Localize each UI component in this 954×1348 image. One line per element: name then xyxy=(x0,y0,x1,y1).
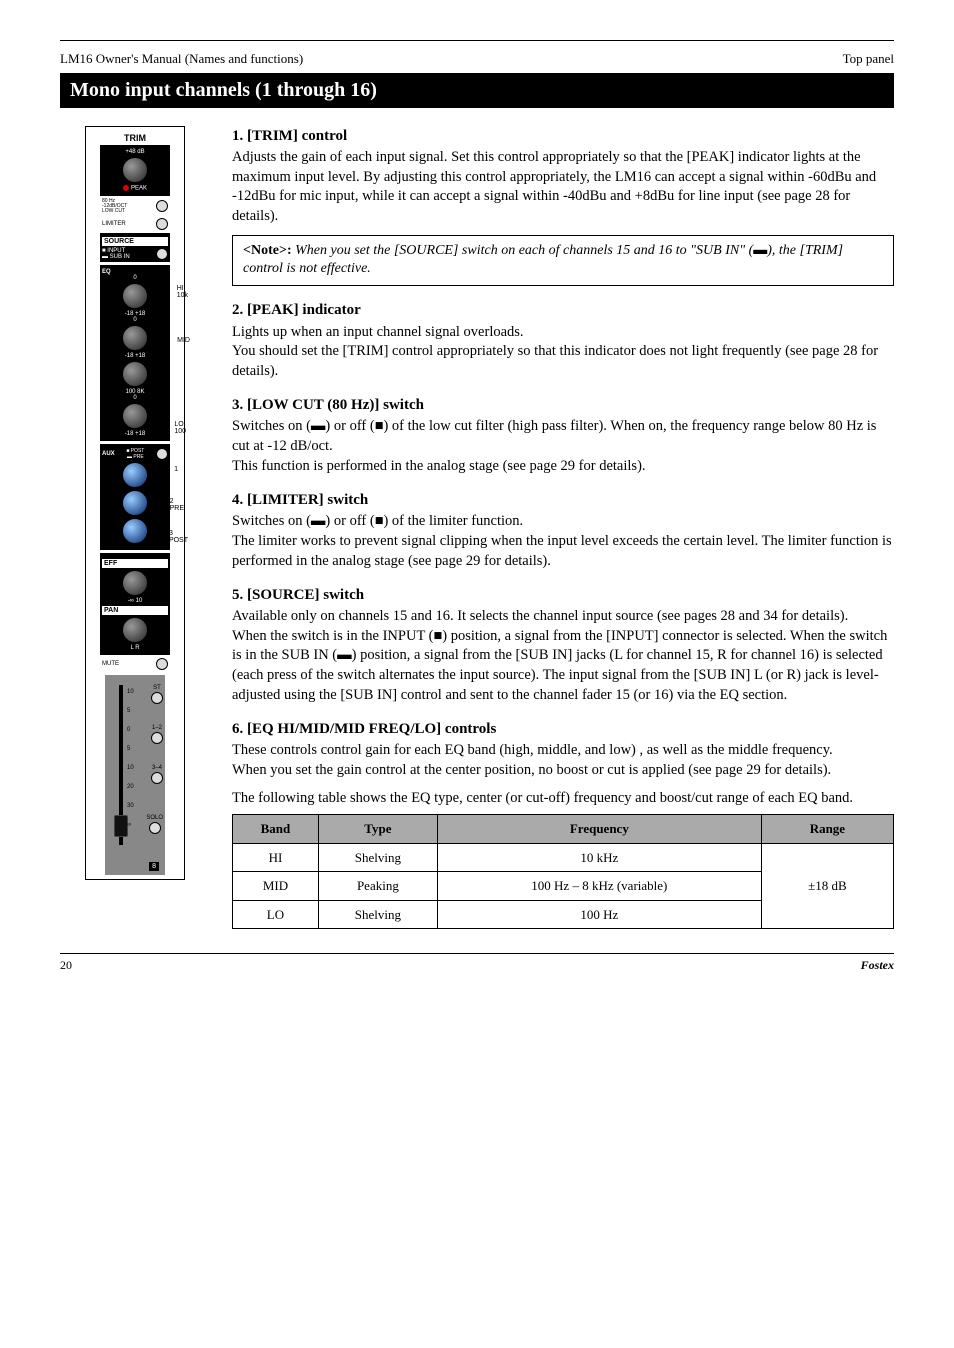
aux-prepost-switch xyxy=(156,448,168,460)
item-6-title: 6. [EQ HI/MID/MID FREQ/LO] controls xyxy=(232,719,894,739)
page-footer: 20 Fostex xyxy=(60,953,894,973)
mute-switch xyxy=(156,658,168,670)
limiter-switch xyxy=(156,218,168,230)
item-1-title: 1. [TRIM] control xyxy=(232,126,894,146)
solo-switch xyxy=(149,822,161,834)
item-6-body2: The following table shows the EQ type, c… xyxy=(232,789,894,809)
fader-cap xyxy=(114,815,128,837)
item-4-body: Switches on (▬) or off (■) of the limite… xyxy=(232,512,894,571)
eff-knob xyxy=(122,570,148,596)
eq-table: Band Type Frequency Range HIShelving 10 … xyxy=(232,814,894,929)
pan-knob xyxy=(122,617,148,643)
header-left: LM16 Owner's Manual (Names and functions… xyxy=(60,51,303,67)
page-number: 20 xyxy=(60,958,72,973)
aux2-knob xyxy=(122,490,148,516)
top-rule xyxy=(60,40,894,41)
group12-assign-switch xyxy=(151,732,163,744)
channel-strip-diagram: TRIM +48 dB PEAK 80 Hz -12dB/OCT LOW CUT… xyxy=(60,126,210,880)
trim-label: TRIM xyxy=(100,133,170,143)
fader-scale: 105 05 1020 30∞ xyxy=(127,683,134,835)
st-assign-switch xyxy=(151,692,163,704)
footer-brand: Fostex xyxy=(861,958,894,973)
channel-number: 8 xyxy=(149,862,159,871)
eq-hi-knob xyxy=(122,283,148,309)
trim-knob xyxy=(122,157,148,183)
item-6-body: These controls control gain for each EQ … xyxy=(232,741,894,780)
section-title: Mono input channels (1 through 16) xyxy=(60,73,894,108)
group34-assign-switch xyxy=(151,772,163,784)
eq-mid-knob xyxy=(122,325,148,351)
item-3-title: 3. [LOW CUT (80 Hz)] switch xyxy=(232,395,894,415)
item-1-note: <Note>: When you set the [SOURCE] switch… xyxy=(232,235,894,287)
eq-lo-knob xyxy=(122,403,148,429)
item-5-title: 5. [SOURCE] switch xyxy=(232,585,894,605)
limiter-switch-row: LIMITER xyxy=(100,217,170,231)
aux3-knob xyxy=(122,518,148,544)
lowcut-switch-row: 80 Hz -12dB/OCT LOW CUT xyxy=(100,198,170,215)
item-2-body: Lights up when an input channel signal o… xyxy=(232,323,894,382)
item-4-title: 4. [LIMITER] switch xyxy=(232,490,894,510)
page-header: LM16 Owner's Manual (Names and functions… xyxy=(60,51,894,67)
item-5-body: Available only on channels 15 and 16. It… xyxy=(232,607,894,705)
description-column: 1. [TRIM] control Adjusts the gain of ea… xyxy=(232,126,894,929)
item-3-body: Switches on (▬) or off (■) of the low cu… xyxy=(232,417,894,476)
peak-led-icon xyxy=(123,185,129,191)
aux1-knob xyxy=(122,462,148,488)
source-switch xyxy=(156,248,168,260)
item-2-title: 2. [PEAK] indicator xyxy=(232,300,894,320)
item-1-body: Adjusts the gain of each input signal. S… xyxy=(232,148,894,226)
header-right: Top panel xyxy=(843,51,894,67)
eq-midfreq-knob xyxy=(122,361,148,387)
mute-switch-row: MUTE xyxy=(100,657,170,671)
table-row: HIShelving 10 kHz±18 dB xyxy=(233,843,894,872)
lowcut-switch xyxy=(156,200,168,212)
channel-fader: 105 05 1020 30∞ ST 1–2 3–4 xyxy=(105,675,165,875)
